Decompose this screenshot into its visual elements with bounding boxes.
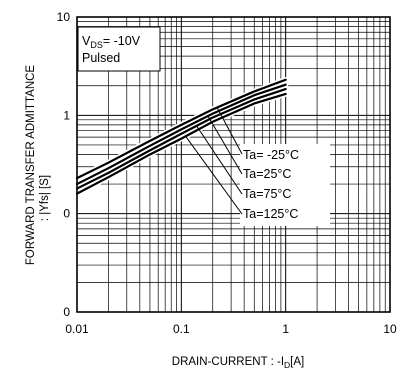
y-tick-label: 1 xyxy=(63,108,70,122)
legend-entry-ta-125: Ta=125°C xyxy=(243,207,298,221)
x-axis-label-suffix: [A] xyxy=(290,356,304,368)
conditions-box: VDS= -10V Pulsed xyxy=(77,26,161,72)
series-line xyxy=(75,78,287,180)
legend-leader-line xyxy=(216,107,243,155)
y-tick-label: 0 xyxy=(63,207,70,221)
x-axis-label: DRAIN-CURRENT : -ID[A] xyxy=(172,356,304,370)
y-tick-label: 10 xyxy=(57,10,71,24)
y-axis-label-line2: : |Yfs| [S] xyxy=(39,175,51,221)
series-line xyxy=(75,87,287,190)
legend: Ta= -25°C Ta=25°C Ta=75°C Ta=125°C xyxy=(185,107,330,226)
conditions-box-frame xyxy=(77,26,161,72)
conditions-vds-sub: DS xyxy=(90,40,103,50)
conditions-line1: VDS= -10V xyxy=(82,34,141,50)
y-tick-label: 0 xyxy=(63,305,70,319)
x-tick-labels: 0.01 0.1 1 10 xyxy=(65,322,397,336)
legend-leader-line xyxy=(196,125,243,195)
legend-leaders xyxy=(185,107,243,215)
legend-leader-line xyxy=(185,135,243,215)
x-tick-label: 0.1 xyxy=(173,322,190,336)
plot-frame xyxy=(76,16,391,313)
x-tick-label: 1 xyxy=(282,322,289,336)
x-axis-label-sub: D xyxy=(284,360,290,370)
series-line xyxy=(75,92,287,195)
legend-leader-line xyxy=(207,115,243,175)
conditions-line2: Pulsed xyxy=(82,51,120,65)
series-lines xyxy=(74,77,289,197)
conditions-vds-prefix: V xyxy=(82,34,91,48)
legend-entry-ta-75: Ta=75°C xyxy=(243,187,291,201)
y-axis-label-line1: FORWARD TRANSFER ADMITTANCE xyxy=(25,65,37,266)
y-axis-label: FORWARD TRANSFER ADMITTANCE : |Yfs| [S] xyxy=(25,65,51,266)
x-tick-label: 10 xyxy=(383,322,397,336)
conditions-vds-value: = -10V xyxy=(103,34,141,48)
series-line xyxy=(75,83,287,186)
y-tick-labels: 0 0 1 10 xyxy=(57,10,71,319)
x-axis-label-prefix: DRAIN-CURRENT : -I xyxy=(172,356,284,368)
legend-entry-ta-minus25: Ta= -25°C xyxy=(243,148,299,162)
x-tick-label: 0.01 xyxy=(65,322,89,336)
legend-entry-ta-25: Ta=25°C xyxy=(243,167,291,181)
legend-frame xyxy=(240,144,330,226)
